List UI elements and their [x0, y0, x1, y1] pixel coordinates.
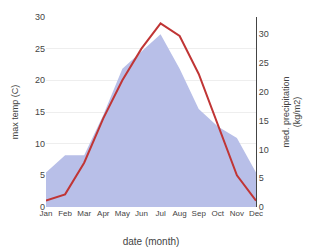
svg-text:0: 0: [259, 202, 264, 212]
svg-text:5: 5: [40, 170, 45, 180]
svg-text:30: 30: [259, 29, 269, 39]
svg-text:20: 20: [35, 75, 45, 85]
svg-text:20: 20: [259, 87, 269, 97]
svg-text:25: 25: [259, 58, 269, 68]
svg-text:May: May: [115, 209, 130, 218]
svg-text:10: 10: [259, 145, 269, 155]
svg-text:15: 15: [35, 107, 45, 117]
svg-text:Aug: Aug: [173, 209, 187, 218]
svg-text:med. precipitation(kg/m2): med. precipitation(kg/m2): [281, 76, 303, 147]
svg-text:0: 0: [40, 202, 45, 212]
svg-text:15: 15: [259, 116, 269, 126]
svg-text:Jun: Jun: [135, 209, 148, 218]
svg-text:Nov: Nov: [230, 209, 244, 218]
svg-text:Oct: Oct: [212, 209, 225, 218]
svg-text:25: 25: [35, 44, 45, 54]
svg-text:Jan: Jan: [40, 209, 53, 218]
svg-text:Mar: Mar: [77, 209, 91, 218]
svg-text:Jul: Jul: [155, 209, 165, 218]
svg-text:max temp (C): max temp (C): [10, 85, 20, 140]
svg-text:5: 5: [259, 173, 264, 183]
svg-text:Dec: Dec: [249, 209, 263, 218]
svg-text:date (month): date (month): [123, 236, 180, 247]
svg-text:30: 30: [35, 12, 45, 22]
svg-text:Feb: Feb: [58, 209, 72, 218]
svg-text:10: 10: [35, 139, 45, 149]
svg-text:Sep: Sep: [192, 209, 207, 218]
svg-text:Apr: Apr: [97, 209, 110, 218]
